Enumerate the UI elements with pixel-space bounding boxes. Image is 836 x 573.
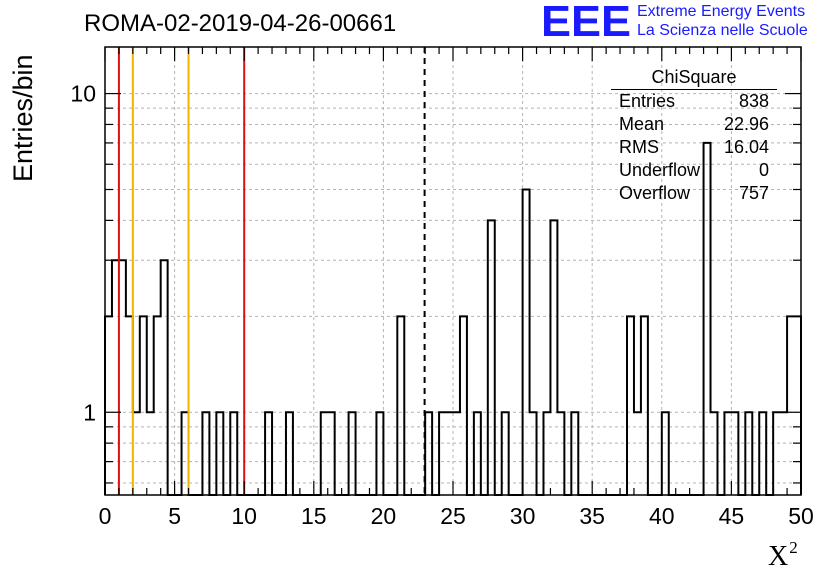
reference-lines xyxy=(117,47,426,495)
logo-line-1: Extreme Energy Events xyxy=(637,3,806,20)
chart-title: ROMA-02-2019-04-26-00661 xyxy=(84,10,397,37)
eee-logo: EEE xyxy=(541,2,631,42)
stats-value: 757 xyxy=(738,183,769,203)
histogram-bin xyxy=(105,316,112,495)
stats-label: Underflow xyxy=(619,160,701,180)
x-tick-label: 45 xyxy=(719,503,745,529)
stats-row-mean: Mean 22.96 xyxy=(611,113,777,136)
x-tick-label: 0 xyxy=(99,503,112,529)
stats-value: 0 xyxy=(758,160,769,180)
histogram-bin xyxy=(794,316,801,495)
x-tick-label: 15 xyxy=(301,503,327,529)
stats-label: Overflow xyxy=(619,183,691,203)
stats-label: Mean xyxy=(619,114,665,134)
stats-row-entries: Entries 838 xyxy=(611,90,777,113)
x-tick-label: 5 xyxy=(168,503,181,529)
axis-ticks xyxy=(104,47,802,495)
histogram-bin xyxy=(397,316,404,495)
stats-value: 22.96 xyxy=(723,114,769,134)
x-tick-label: 10 xyxy=(231,503,257,529)
stats-value: 16.04 xyxy=(723,137,769,157)
y-tick-label: 10 xyxy=(70,81,96,107)
histogram-bin xyxy=(641,316,648,495)
logo-mark: EEE xyxy=(541,2,631,42)
x-tick-label: 40 xyxy=(649,503,675,529)
stats-row-overflow: Overflow 757 xyxy=(611,182,777,205)
x-axis-label-base: X xyxy=(768,541,789,572)
histogram-bin xyxy=(126,316,133,495)
x-tick-label: 20 xyxy=(371,503,397,529)
histogram-bin xyxy=(119,260,126,495)
histogram-bin xyxy=(787,316,794,495)
y-tick-label: 1 xyxy=(83,399,96,425)
x-tick-label: 30 xyxy=(510,503,536,529)
histogram-bin xyxy=(154,316,161,495)
histogram-bin xyxy=(488,220,495,495)
histogram-bin xyxy=(140,316,147,495)
x-tick-label: 35 xyxy=(579,503,605,529)
tick-labels: 0 5 10 15 20 25 30 35 40 45 50 1 10 xyxy=(70,81,813,529)
x-tick-label: 25 xyxy=(440,503,466,529)
histogram-bin xyxy=(161,260,168,495)
y-axis-label: Entries/bin xyxy=(8,54,38,182)
stats-label: Entries xyxy=(619,91,676,111)
histogram-bin xyxy=(112,260,119,495)
histogram-bin xyxy=(627,316,634,495)
histogram-bin xyxy=(550,220,557,495)
histogram-bin xyxy=(460,316,467,495)
stats-label: RMS xyxy=(619,137,659,157)
stats-row-underflow: Underflow 0 xyxy=(611,159,777,182)
histogram-bin xyxy=(523,190,530,495)
x-axis-label-sup: 2 xyxy=(789,538,798,557)
x-tick-label: 50 xyxy=(788,503,814,529)
x-axis-label: X2 xyxy=(768,538,798,573)
stats-value: 838 xyxy=(738,91,769,111)
stats-box: ChiSquare Entries 838 Mean 22.96 RMS 16.04 … xyxy=(611,66,777,205)
stats-row-rms: RMS 16.04 xyxy=(611,136,777,159)
stats-box-title: ChiSquare xyxy=(611,66,777,90)
logo-line-2: La Scienza nelle Scuole xyxy=(637,22,808,39)
